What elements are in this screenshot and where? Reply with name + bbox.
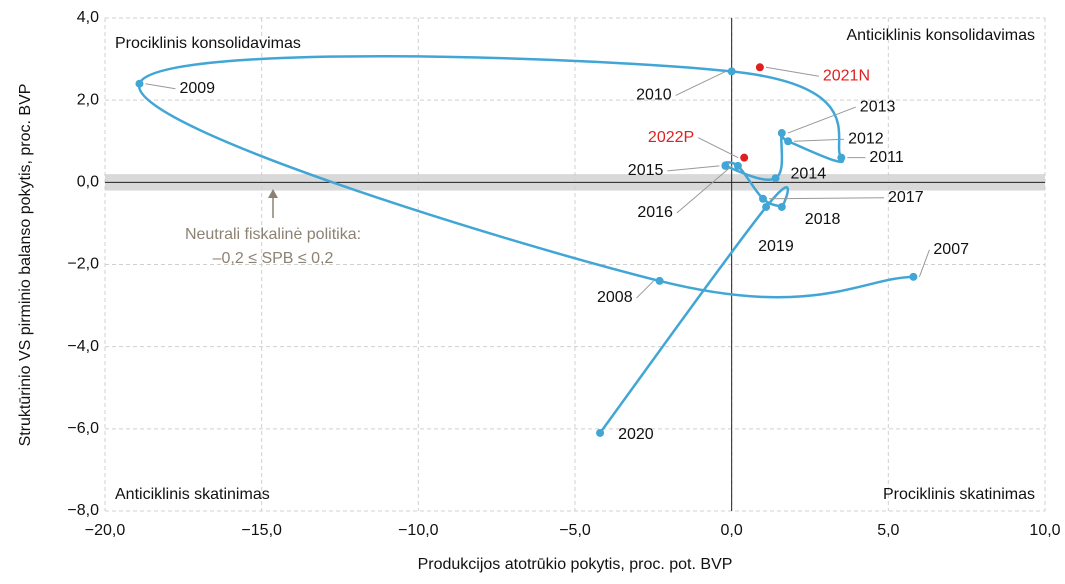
point bbox=[777, 129, 786, 138]
leader-line bbox=[676, 165, 733, 214]
point-label: 2012 bbox=[848, 130, 884, 147]
leader-line bbox=[697, 137, 739, 159]
leader-line bbox=[768, 197, 885, 200]
point-label: 2010 bbox=[636, 87, 672, 104]
x-tick-label: −5,0 bbox=[559, 522, 591, 539]
point bbox=[733, 161, 742, 170]
point-label: 2022P bbox=[648, 129, 694, 146]
series-line bbox=[138, 55, 914, 434]
point bbox=[596, 428, 605, 437]
y-tick-label: −4,0 bbox=[67, 338, 99, 355]
leader-line bbox=[667, 165, 720, 172]
point-label: 2020 bbox=[618, 426, 654, 443]
point bbox=[759, 194, 767, 203]
y-axis-label: Struktūrinio VS pirminio balanso pokytis… bbox=[17, 84, 34, 447]
y-tick-label: −2,0 bbox=[67, 256, 99, 273]
point-label: 2018 bbox=[805, 211, 841, 228]
point-label: 2011 bbox=[869, 149, 904, 166]
x-tick-label: −20,0 bbox=[85, 522, 126, 539]
quadrant-label: Anticiklinis konsolidavimas bbox=[846, 27, 1035, 44]
point-label: 2008 bbox=[597, 289, 633, 306]
leader-line bbox=[636, 280, 654, 299]
point-label: 2019 bbox=[758, 238, 794, 255]
point bbox=[727, 67, 736, 76]
leader-line bbox=[765, 66, 819, 77]
y-tick-label: −8,0 bbox=[67, 502, 99, 519]
y-tick-label: −6,0 bbox=[67, 420, 99, 437]
point bbox=[762, 202, 771, 211]
point bbox=[784, 137, 793, 146]
x-tick-label: −10,0 bbox=[398, 522, 439, 539]
point bbox=[837, 153, 846, 162]
point bbox=[655, 276, 664, 285]
point-label: 2015 bbox=[628, 162, 664, 179]
x-tick-label: 0,0 bbox=[721, 522, 743, 539]
point-label: 2016 bbox=[637, 204, 673, 221]
x-tick-label: −15,0 bbox=[241, 522, 282, 539]
point bbox=[771, 174, 780, 183]
point-label: 2014 bbox=[791, 165, 827, 182]
point bbox=[755, 63, 764, 72]
point bbox=[777, 202, 786, 211]
leader-line bbox=[675, 70, 726, 96]
annotation: –0,2 ≤ SPB ≤ 0,2 bbox=[213, 250, 334, 267]
leader-line bbox=[787, 106, 856, 134]
leader-line bbox=[794, 138, 845, 142]
point-label: 2009 bbox=[179, 80, 215, 97]
point bbox=[721, 161, 730, 170]
point bbox=[909, 272, 918, 281]
quadrant-label: Anticiklinis skatinimas bbox=[115, 486, 270, 503]
point-label: 2013 bbox=[860, 98, 896, 115]
quadrant-label: Prociklinis skatinimas bbox=[883, 486, 1035, 503]
leader-line bbox=[145, 83, 176, 90]
annotation-arrowhead bbox=[268, 189, 278, 198]
point bbox=[135, 79, 144, 88]
point bbox=[740, 153, 749, 162]
y-tick-label: 4,0 bbox=[77, 9, 99, 26]
y-tick-label: 2,0 bbox=[77, 91, 99, 108]
quadrant-label: Prociklinis konsolidavimas bbox=[115, 35, 301, 52]
y-tick-label: 0,0 bbox=[77, 174, 99, 191]
leader-line bbox=[918, 249, 930, 277]
point-label: 2021N bbox=[823, 68, 870, 85]
annotation: Neutrali fiskalinė politika: bbox=[185, 226, 361, 243]
x-tick-label: 5,0 bbox=[877, 522, 899, 539]
x-axis-label: Produkcijos atotrūkio pokytis, proc. pot… bbox=[418, 556, 733, 573]
point-label: 2017 bbox=[888, 189, 924, 206]
x-tick-label: 10,0 bbox=[1029, 522, 1060, 539]
point-label: 2007 bbox=[933, 241, 969, 258]
